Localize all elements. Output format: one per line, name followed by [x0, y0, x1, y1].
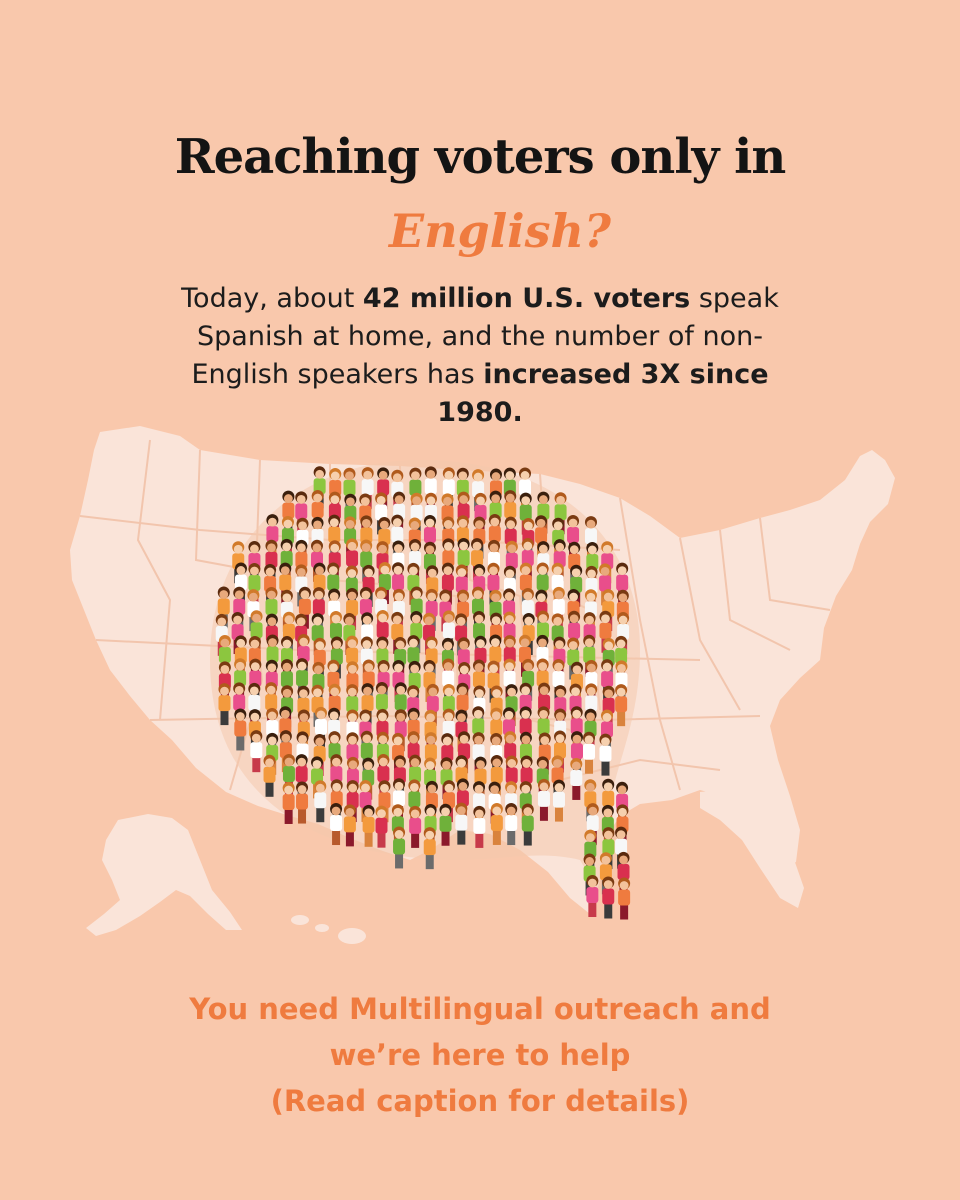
crowd-person-icon — [409, 805, 422, 848]
crowd-person-icon — [218, 683, 231, 726]
crowd-person-icon — [343, 804, 356, 847]
crowd-person-icon — [599, 733, 612, 776]
body-bold-1: 42 million U.S. voters — [362, 283, 691, 314]
speech-bubble-crowd-icon — [210, 460, 640, 920]
crowd-person-icon — [362, 804, 375, 847]
crowd-person-icon — [360, 515, 373, 558]
crowd-person-icon — [250, 730, 263, 773]
crowd-person-icon — [521, 803, 534, 846]
crowd-person-icon — [360, 730, 373, 773]
crowd-person-icon — [423, 827, 436, 870]
crowd-person-icon — [311, 684, 324, 727]
crowd-person-icon — [313, 733, 326, 776]
crowd-person-icon — [618, 877, 631, 920]
call-to-action: You need Multilingual outreach and we’re… — [0, 986, 960, 1124]
crowd-person-icon — [263, 754, 276, 797]
crowd-person-icon — [615, 684, 628, 727]
body-paragraph: Today, about 42 million U.S. voters spea… — [150, 280, 810, 432]
crowd-person-icon — [537, 778, 550, 821]
crowd-person-icon — [552, 779, 565, 822]
crowd-person-icon — [586, 875, 599, 918]
body-text-2: speak Spanish at home, and the number of… — [191, 283, 779, 390]
crowd-person-icon — [505, 803, 518, 846]
crowd-person-icon — [359, 586, 372, 629]
crowd-person-icon — [375, 805, 388, 848]
crowd-person-icon — [330, 803, 343, 846]
crowd-person-icon — [282, 781, 295, 824]
headline-line-1: Reaching voters only in — [174, 129, 787, 185]
crowd-person-icon — [361, 683, 374, 726]
cta-line-3: (Read caption for details) — [270, 1084, 690, 1118]
body-text-1: Today, about — [181, 283, 363, 314]
crowd-person-icon — [314, 780, 327, 823]
map-illustration — [0, 420, 960, 960]
headline: Reaching voters only in English? — [0, 118, 960, 266]
crowd-person-icon — [393, 826, 406, 869]
crowd-person-icon — [602, 876, 615, 919]
headline-line-2: English? — [389, 204, 611, 258]
crowd-person-icon — [583, 731, 596, 774]
crowd-person-icon — [439, 803, 452, 846]
crowd-person-icon — [490, 802, 503, 845]
crowd-person-icon — [280, 659, 293, 702]
cta-line-1: You need Multilingual outreach and — [189, 992, 771, 1026]
body-bold-2: increased 3X since 1980. — [437, 359, 769, 428]
us-map-icon — [70, 426, 895, 944]
crowd-person-icon — [473, 805, 486, 848]
crowd-person-icon — [570, 757, 583, 800]
crowd-person-icon — [296, 781, 309, 824]
crowd-person-icon — [505, 684, 518, 727]
crowd-person-icon — [455, 802, 468, 845]
crowd-person-icon — [234, 708, 247, 751]
cta-line-2: we’re here to help — [329, 1038, 631, 1072]
